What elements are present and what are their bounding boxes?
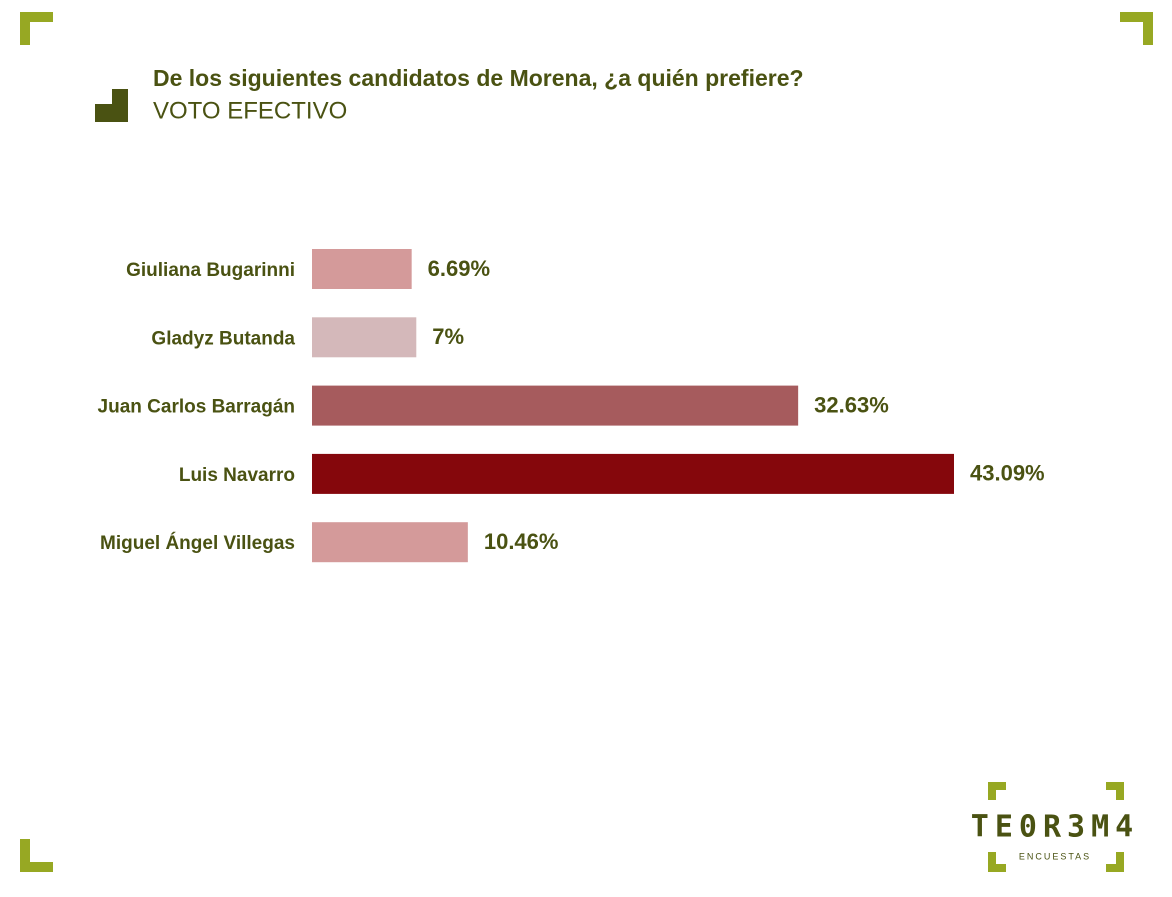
corner-marks — [20, 12, 1153, 872]
value-label: 10.46% — [484, 529, 559, 554]
logo-frame — [988, 782, 1124, 872]
value-label: 6.69% — [428, 256, 490, 281]
bar — [312, 317, 417, 358]
bar — [312, 385, 799, 426]
title-icon — [95, 89, 128, 122]
logo-name: TE0R3M4 — [971, 810, 1139, 845]
value-label: 7% — [432, 324, 464, 349]
chart-title: De los siguientes candidatos de Morena, … — [153, 65, 804, 91]
corner-mark — [20, 839, 53, 872]
bar — [312, 453, 954, 494]
corner-mark — [20, 12, 53, 45]
category-label: Giuliana Bugarinni — [126, 260, 295, 281]
bar — [312, 249, 412, 289]
category-label: Luis Navarro — [179, 465, 295, 486]
value-label: 32.63% — [814, 392, 889, 417]
category-label: Gladyz Butanda — [151, 328, 295, 349]
category-label: Juan Carlos Barragán — [98, 397, 295, 418]
value-label: 43.09% — [970, 461, 1045, 486]
bar — [312, 522, 468, 563]
category-label: Miguel Ángel Villegas — [100, 532, 295, 554]
corner-mark — [1120, 12, 1153, 45]
chart-subtitle: VOTO EFECTIVO — [153, 97, 347, 124]
logo-tagline: ENCUESTAS — [1019, 851, 1091, 861]
